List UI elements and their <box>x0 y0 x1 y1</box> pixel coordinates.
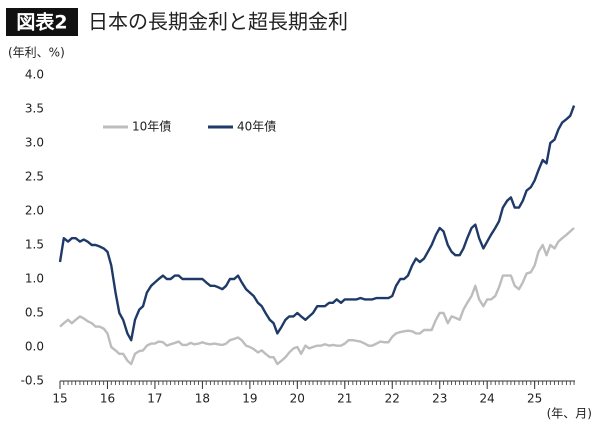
x-tick-label: 16 <box>100 392 115 406</box>
x-tick-label: 20 <box>290 392 305 406</box>
x-tick-label: 15 <box>52 392 67 406</box>
y-tick-label: 2.5 <box>25 170 44 184</box>
y-tick-label: 1.5 <box>25 238 44 252</box>
y-tick-label: 1.0 <box>25 272 44 286</box>
y-tick-label: 0.0 <box>25 340 44 354</box>
x-tick-label: 19 <box>242 392 257 406</box>
x-axis-label: (年、月) <box>547 407 592 421</box>
x-tick-label: 18 <box>195 392 210 406</box>
y-tick-label: 3.0 <box>25 136 44 150</box>
x-tick-label: 25 <box>527 392 542 406</box>
series-line <box>58 105 576 342</box>
y-tick-label: 0.5 <box>25 306 44 320</box>
legend-label: 40年債 <box>237 119 276 134</box>
x-tick-label: 22 <box>385 392 400 406</box>
y-tick-label: -0.5 <box>21 374 44 388</box>
x-tick-label: 17 <box>147 392 162 406</box>
figure-label: 図表2 <box>16 11 67 34</box>
x-tick-label: 24 <box>480 392 495 406</box>
series-line <box>59 227 575 366</box>
x-tick-label: 21 <box>337 392 352 406</box>
y-tick-label: 4.0 <box>25 68 44 82</box>
y-axis-label: (年利、%) <box>8 46 65 60</box>
figure-label-box <box>6 8 78 36</box>
y-tick-label: 3.5 <box>25 102 44 116</box>
legend-label: 10年債 <box>132 119 171 134</box>
y-tick-label: 2.0 <box>25 204 44 218</box>
chart-title: 日本の長期金利と超長期金利 <box>88 10 348 34</box>
x-tick-label: 23 <box>432 392 447 406</box>
